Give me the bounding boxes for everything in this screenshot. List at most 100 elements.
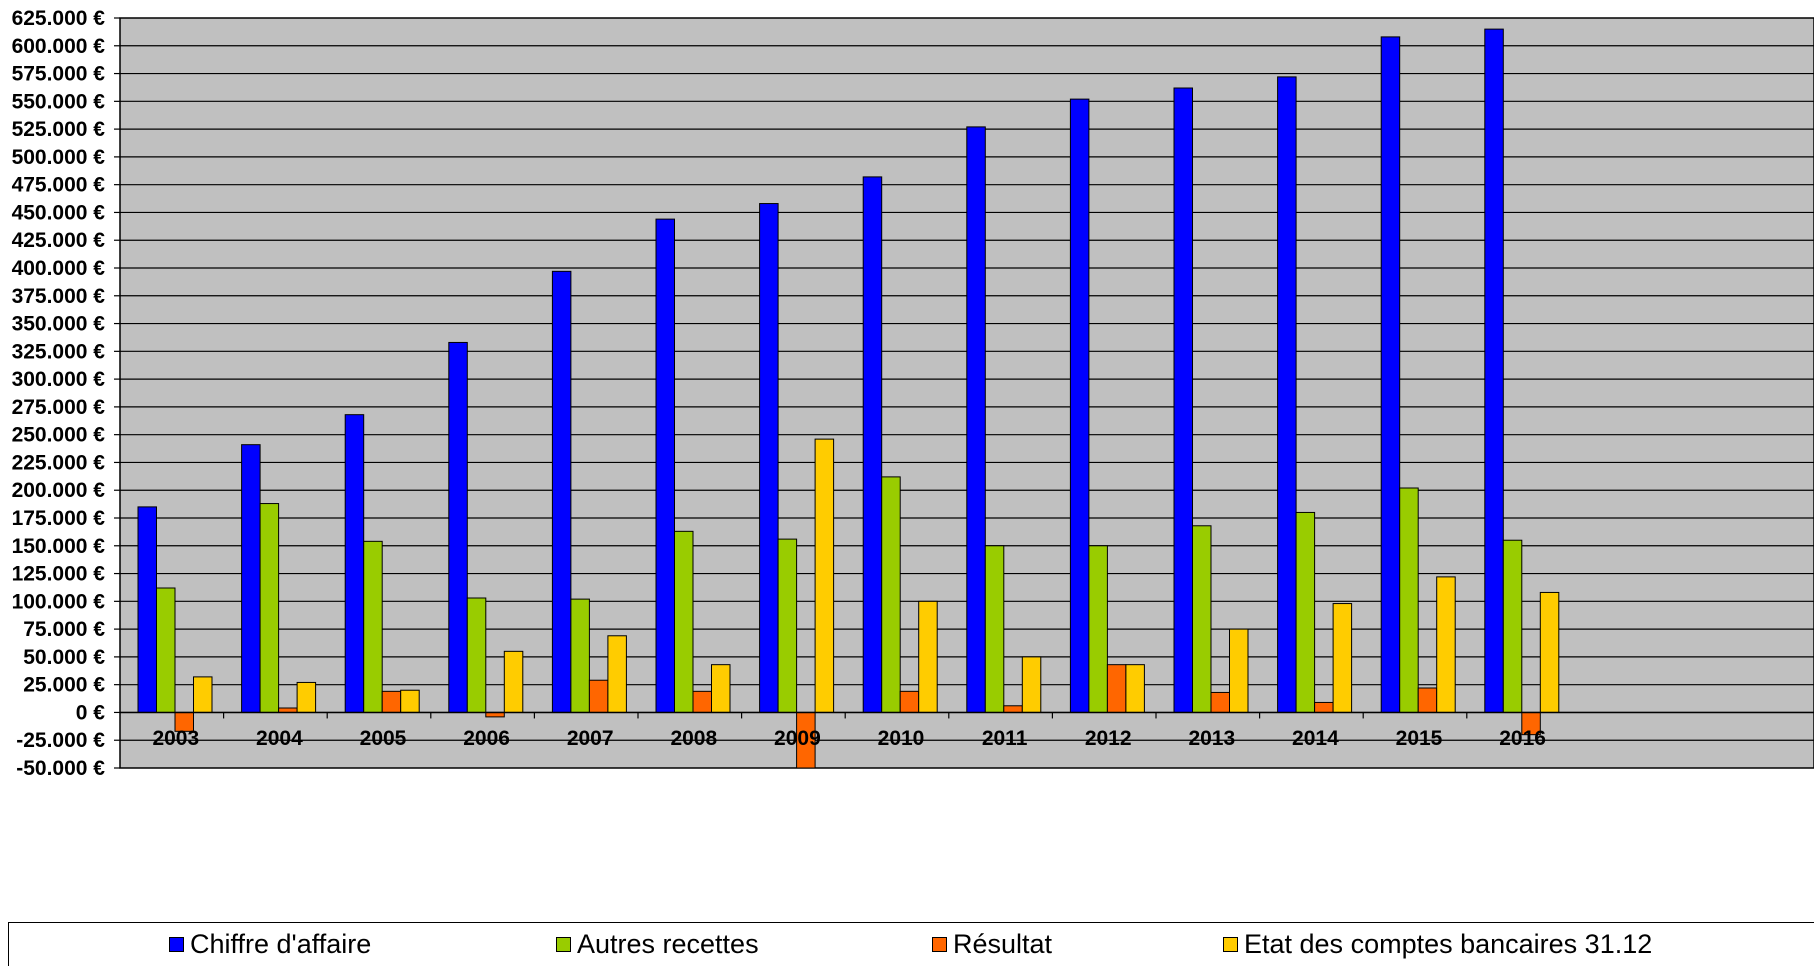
bar <box>862 176 883 713</box>
x-tick-label: 2007 <box>567 727 614 750</box>
y-tick-label: 275.000 € <box>12 396 106 419</box>
x-tick-label: 2010 <box>878 727 925 750</box>
y-tick-label: 625.000 € <box>12 7 106 30</box>
bar <box>1399 487 1419 713</box>
bar <box>814 438 835 713</box>
y-axis: -50.000 € -25.000 € 0 € 25.000 € 50.000 € 75.… <box>12 7 120 780</box>
legend-swatch-resultat <box>932 937 947 952</box>
y-tick-label: 550.000 € <box>12 90 106 113</box>
y-tick-label: 225.000 € <box>12 451 106 474</box>
y-tick-label: 100.000 € <box>12 590 106 613</box>
legend: Chiffre d'affaire Autres recettes Résult… <box>8 922 1814 966</box>
bar <box>137 506 157 713</box>
bar <box>1295 511 1316 713</box>
bar <box>966 126 986 713</box>
legend-item-chiffre: Chiffre d'affaire <box>169 929 371 960</box>
bar <box>551 270 572 713</box>
bar <box>1125 664 1145 713</box>
y-tick-label: 175.000 € <box>12 507 106 530</box>
bar <box>1192 525 1212 713</box>
bar <box>1436 576 1456 713</box>
bar <box>1484 28 1504 713</box>
x-tick-label: 2012 <box>1085 727 1132 750</box>
y-tick-label: 75.000 € <box>23 618 105 641</box>
bar <box>156 587 176 713</box>
bar <box>381 690 402 713</box>
bar <box>588 679 609 713</box>
y-tick-label: 575.000 € <box>12 63 106 86</box>
y-tick-label: -50.000 € <box>16 757 105 780</box>
x-tick-label: 2004 <box>256 727 303 750</box>
x-tick-label: 2011 <box>982 727 1028 750</box>
x-tick-label: 2013 <box>1188 727 1235 750</box>
y-tick-label: 450.000 € <box>12 201 106 224</box>
bar <box>466 597 487 713</box>
bar <box>984 545 1005 713</box>
bar <box>1106 664 1127 713</box>
bar <box>1229 628 1249 713</box>
bar <box>777 538 798 713</box>
bar <box>1088 545 1108 713</box>
legend-label: Autres recettes <box>577 929 759 959</box>
legend-label: Chiffre d'affaire <box>190 929 372 959</box>
y-tick-label: 25.000 € <box>23 674 105 697</box>
bar <box>448 341 468 713</box>
bar <box>1069 98 1090 713</box>
legend-swatch-chiffre <box>169 937 184 952</box>
bar <box>363 540 383 713</box>
bar <box>711 664 731 713</box>
x-axis-ticks <box>223 712 1468 719</box>
x-tick-label: 2003 <box>152 727 199 750</box>
bar <box>344 414 365 713</box>
x-tick-label: 2015 <box>1396 727 1443 750</box>
bar <box>1380 36 1401 713</box>
bar <box>1539 591 1560 713</box>
x-tick-label: 2014 <box>1292 727 1339 750</box>
bar <box>759 203 779 713</box>
legend-label: Etat des comptes bancaires 31.12 <box>1244 929 1653 959</box>
y-tick-label: 0 € <box>76 701 106 724</box>
legend-label: Résultat <box>953 929 1053 959</box>
bar <box>1021 656 1042 713</box>
bar <box>1314 701 1334 713</box>
bar <box>259 503 280 713</box>
bar <box>193 676 213 713</box>
legend-item-etat: Etat des comptes bancaires 31.12 <box>1223 929 1652 960</box>
bar <box>918 600 938 713</box>
legend-swatch-autres <box>556 937 571 952</box>
x-tick-label: 2008 <box>670 727 717 750</box>
y-tick-label: 150.000 € <box>12 535 106 558</box>
bar <box>1277 76 1297 713</box>
y-tick-label: 300.000 € <box>12 368 106 391</box>
legend-item-autres: Autres recettes <box>556 929 759 960</box>
legend-swatch-etat <box>1223 937 1238 952</box>
bar <box>674 530 694 713</box>
bar <box>570 598 590 713</box>
bar <box>607 635 627 713</box>
y-tick-label: 200.000 € <box>12 479 106 502</box>
bar <box>1210 691 1230 713</box>
x-axis: 2003 2004 2005 2006 2007 2008 2009 2010 2011 2012… <box>152 727 1546 750</box>
bar <box>899 690 920 713</box>
bar <box>655 218 675 713</box>
x-tick-label: 2009 <box>774 727 821 750</box>
bar <box>1003 705 1023 713</box>
y-tick-label: 400.000 € <box>12 257 106 280</box>
y-tick-label: 350.000 € <box>12 313 106 336</box>
y-tick-label: -25.000 € <box>16 729 105 752</box>
bar <box>503 650 524 713</box>
y-tick-label: 500.000 € <box>12 146 106 169</box>
bar <box>881 476 901 713</box>
y-tick-label: 125.000 € <box>12 563 106 586</box>
bars <box>137 28 1560 769</box>
y-tick-label: 50.000 € <box>23 646 105 669</box>
bar <box>1417 687 1438 713</box>
bar <box>400 689 420 713</box>
x-tick-label: 2016 <box>1499 727 1546 750</box>
y-tick-label: 375.000 € <box>12 285 106 308</box>
y-tick-label: 250.000 € <box>12 424 106 447</box>
y-tick-label: 525.000 € <box>12 118 106 141</box>
y-tick-label: 425.000 € <box>12 229 106 252</box>
bar <box>1332 603 1353 713</box>
chart-svg: -50.000 € -25.000 € 0 € 25.000 € 50.000 € 75.… <box>12 7 1814 780</box>
